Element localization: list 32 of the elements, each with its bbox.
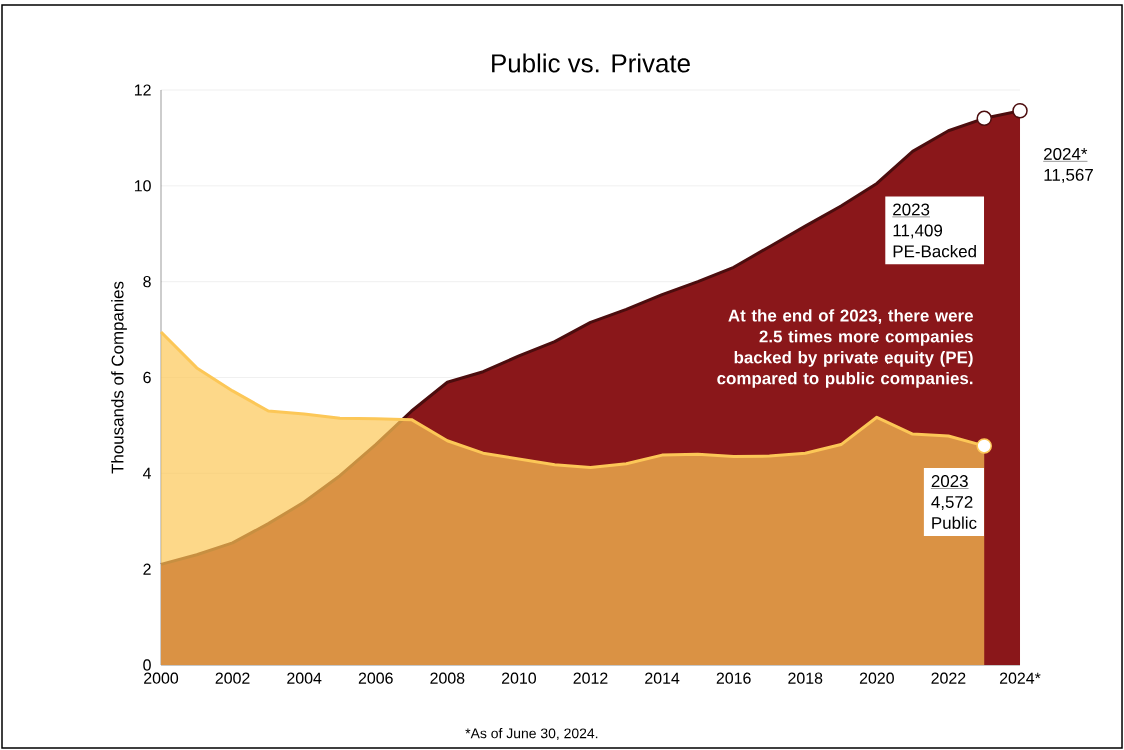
series-label: Public: [932, 516, 977, 529]
x-tick-label: 2020: [859, 672, 894, 684]
x-tick-label: 2014: [645, 672, 680, 684]
y-tick-label: 10: [134, 180, 151, 192]
x-tick-label: 2004: [287, 672, 322, 684]
y-tick-label: 8: [143, 276, 151, 288]
x-tick-label: 2006: [358, 672, 393, 684]
x-tick-label: 2018: [788, 672, 823, 684]
y-axis-title: Thousands of Companies: [111, 281, 127, 474]
text: 2024*: [1044, 147, 1088, 160]
x-tick-label: 2022: [931, 672, 966, 684]
x-tick-label: 2008: [430, 672, 465, 684]
y-tick-label: 2: [143, 563, 151, 575]
annotation: 4,572: [931, 496, 973, 511]
y-tick-label: 0: [143, 659, 151, 671]
y-tick-label: 6: [143, 371, 151, 384]
x-tick-label: 2016: [716, 672, 751, 684]
text: *As of June 30, 2024.: [465, 728, 598, 740]
y-tick-label: 4: [142, 467, 152, 479]
series-label: PE-Backed: [893, 244, 976, 258]
annotation: At the end of 2023, there were 2.5 times more companies backed by private equity (PE) compared to public companies.: [717, 309, 973, 388]
y-tick-label: 12: [134, 84, 151, 96]
annotation: 2023: [931, 475, 968, 488]
x-tick-label: 2010: [501, 672, 537, 684]
x-tick-label: 2012: [573, 672, 608, 684]
x-tick-label: 2000: [144, 672, 179, 684]
x-tick-label: 2002: [215, 672, 250, 684]
x-tick-label: 2024*: [999, 672, 1041, 684]
text: 11,567: [1044, 168, 1093, 183]
annotation: 2023: [893, 203, 930, 216]
annotation: 11,409: [893, 224, 943, 239]
chart-title: Public vs. Private: [492, 53, 690, 73]
